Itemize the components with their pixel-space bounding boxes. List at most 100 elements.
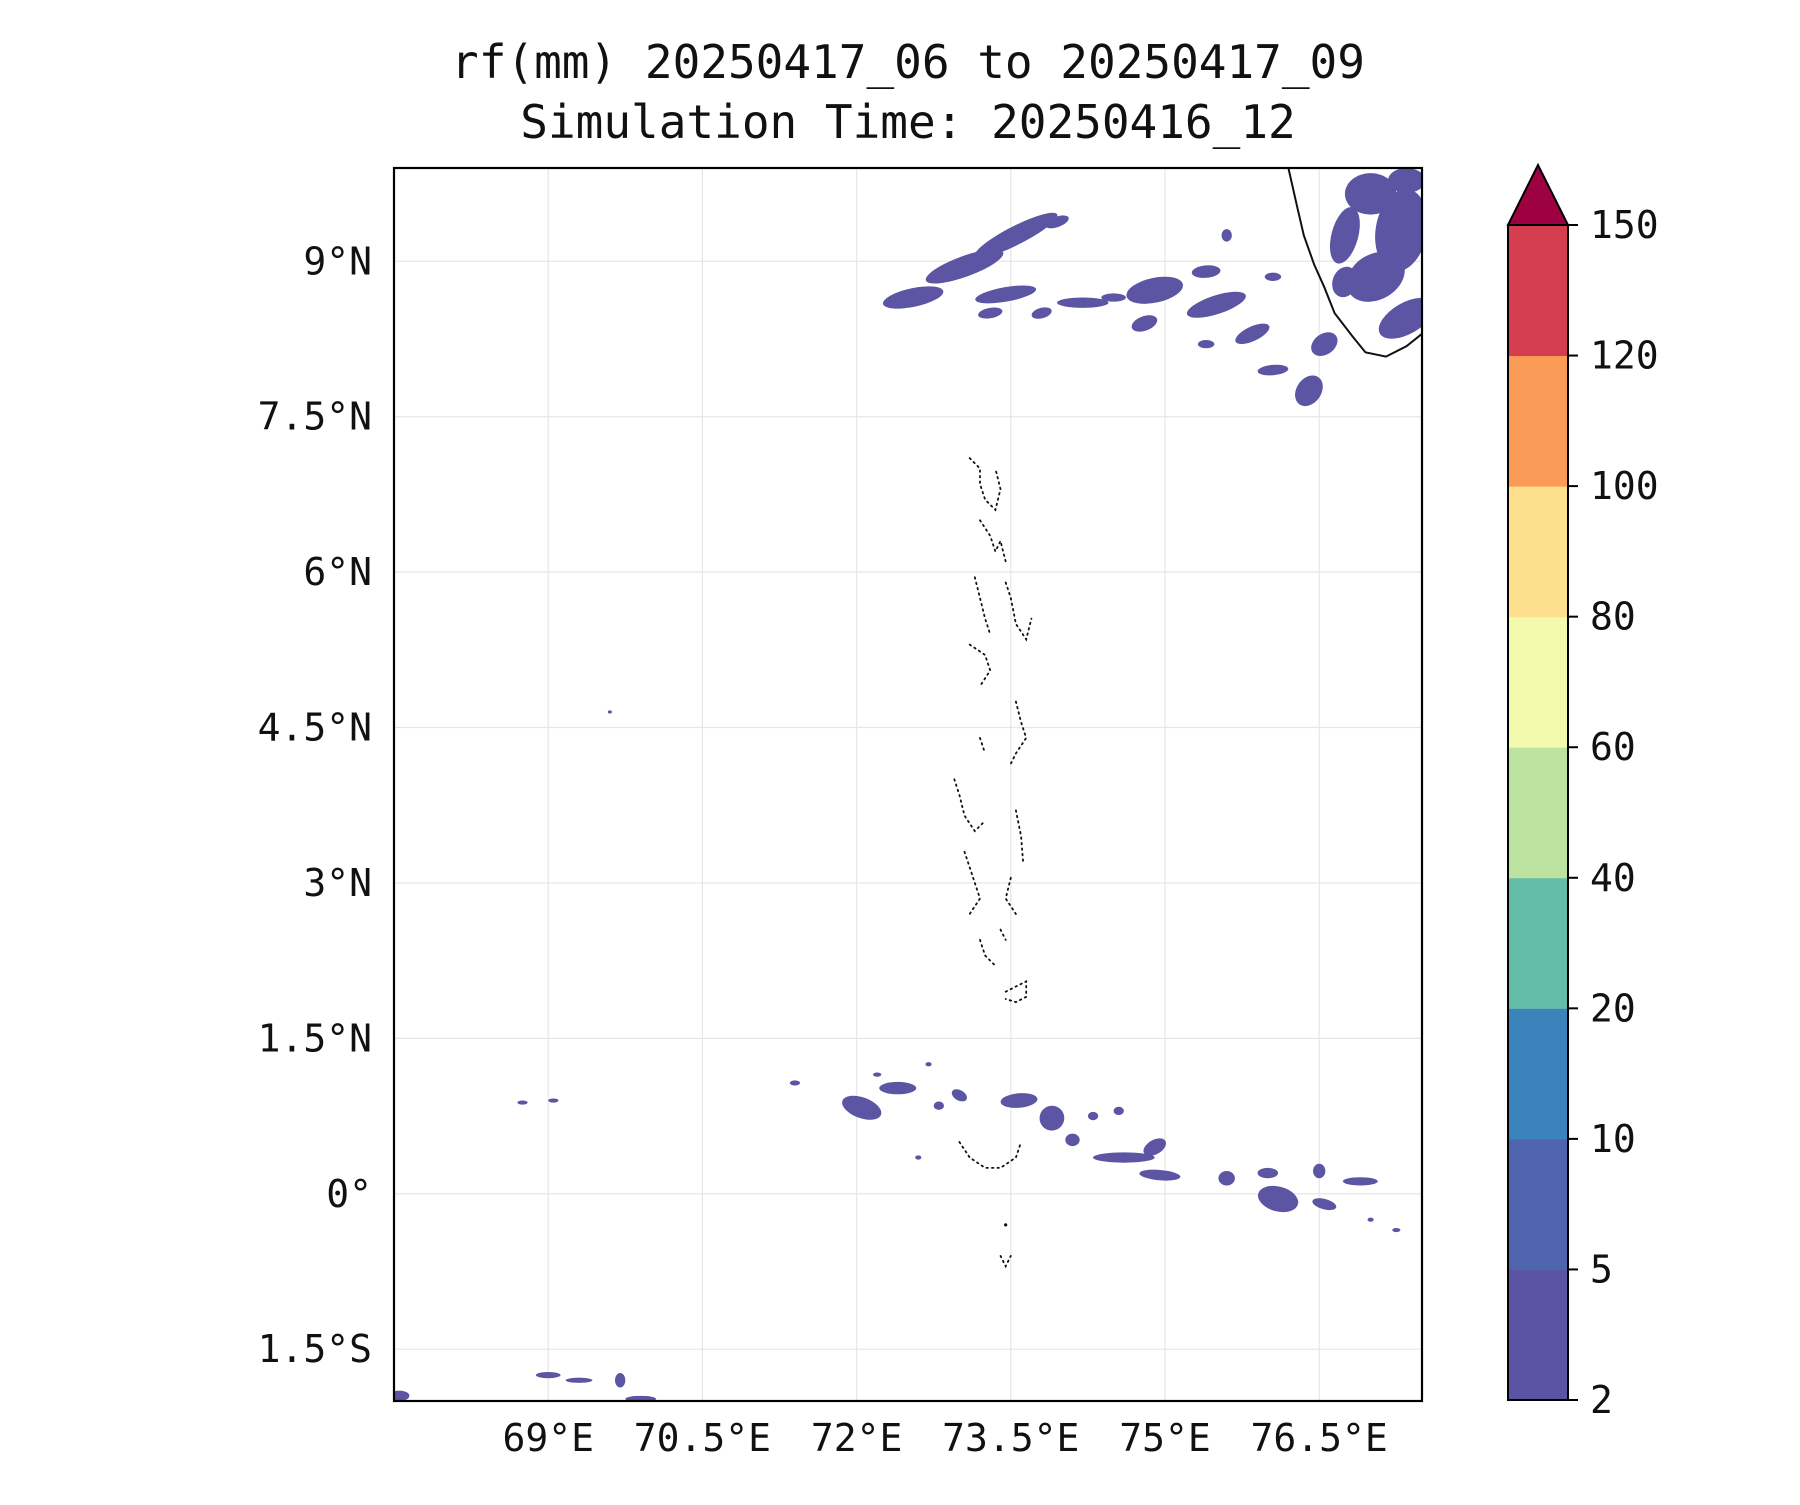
rain-cell <box>1087 1111 1099 1121</box>
rain-cell <box>1039 1105 1065 1131</box>
rain-cell <box>607 710 612 714</box>
atoll-outline <box>1004 876 1017 915</box>
atoll-outline <box>968 457 1002 512</box>
atoll-outline <box>963 850 981 915</box>
colorbar-tick-label: 80 <box>1590 595 1636 639</box>
colorbar-tick-label: 120 <box>1590 334 1659 378</box>
y-tick-label: 4.5°N <box>258 706 372 750</box>
rain-cell <box>1093 1152 1155 1163</box>
rain-cell <box>951 1089 967 1102</box>
x-tick-label: 73.5°E <box>942 1416 1079 1460</box>
colorbar-segment <box>1508 225 1568 357</box>
colorbar-extend-arrow <box>1506 162 1570 226</box>
rain-cell <box>1191 265 1221 278</box>
y-tick-label: 7.5°N <box>258 395 372 439</box>
rain-cell <box>1101 293 1126 302</box>
colorbar-segment <box>1508 1138 1568 1270</box>
rain-cell <box>915 1155 922 1160</box>
atoll-outline <box>1015 809 1024 864</box>
rain-cell <box>1186 291 1246 318</box>
rain-cell <box>517 1100 528 1105</box>
rain-cell <box>842 1095 882 1120</box>
atoll-outline <box>1009 700 1028 765</box>
atoll-outline <box>973 576 992 636</box>
gridlines <box>394 168 1422 1401</box>
atoll-outline <box>953 778 986 833</box>
coastline-layer <box>953 168 1422 1269</box>
y-tick-label: 9°N <box>303 239 372 283</box>
rain-cell <box>789 1080 801 1086</box>
rain-cell <box>1375 189 1422 272</box>
colorbar-segment <box>1508 747 1568 879</box>
rain-cell <box>1139 1169 1181 1181</box>
rain-cell <box>1332 266 1358 298</box>
rain-cell <box>873 1072 882 1077</box>
title-line-1: rf(mm) 20250417_06 to 20250417_09 <box>451 35 1365 89</box>
rain-cell <box>974 212 1058 258</box>
rain-cell <box>1031 307 1052 319</box>
colorbar-segment <box>1508 1008 1568 1140</box>
rain-cell <box>1221 229 1232 242</box>
colorbar-frame <box>1507 224 1569 1401</box>
rain-cell <box>1392 1227 1401 1233</box>
rain-cell <box>1113 1106 1124 1116</box>
rain-cell <box>548 1098 559 1103</box>
atoll-outline <box>1004 581 1033 642</box>
colorbar-segment <box>1508 486 1568 618</box>
y-tick-label: 3°N <box>303 861 372 905</box>
y-tick-label: 6°N <box>303 550 372 594</box>
atoll-outline <box>1004 979 1028 1004</box>
rain-cell <box>925 249 1004 284</box>
atoll-outline <box>958 1141 1022 1169</box>
rain-cell <box>1311 332 1338 356</box>
rain-cell <box>975 285 1037 304</box>
rain-cell <box>625 1395 657 1401</box>
rain-cell <box>1329 207 1360 264</box>
title-line-2: Simulation Time: 20250416_12 <box>520 95 1295 149</box>
rain-cell <box>1312 1198 1337 1211</box>
colorbar-tick-label: 150 <box>1590 203 1659 247</box>
colorbar-segment <box>1508 1269 1568 1401</box>
rain-cell <box>1257 364 1289 376</box>
rain-cell <box>1235 323 1270 344</box>
atoll-outline <box>979 737 986 755</box>
rain-cell <box>1218 1170 1235 1186</box>
x-tick-label: 75°E <box>1119 1416 1211 1460</box>
y-tick-label: 0° <box>326 1172 372 1216</box>
india-coastline <box>1287 168 1422 358</box>
colorbar-tick-label: 100 <box>1590 464 1659 508</box>
colorbar-tick-label: 60 <box>1590 725 1636 769</box>
atoll-outline <box>979 939 997 967</box>
rain-cell <box>565 1377 593 1383</box>
rain-cell <box>1000 1093 1038 1108</box>
rain-cell <box>1295 375 1323 407</box>
colorbar: 2 5 10 20 40 60 80 100 120 150 <box>1506 162 1659 1422</box>
atoll-outline <box>979 519 1007 563</box>
x-tick-label: 76.5°E <box>1251 1416 1388 1460</box>
rain-cell <box>978 307 1003 319</box>
rain-cell <box>1378 297 1422 339</box>
rain-cell <box>394 1390 410 1401</box>
rain-cell <box>1313 1163 1326 1179</box>
colorbar-segment <box>1508 355 1568 487</box>
atoll-outline <box>999 1255 1012 1269</box>
x-tick-label: 69°E <box>502 1416 594 1460</box>
colorbar-tick-label: 40 <box>1590 856 1636 900</box>
rain-cell <box>1065 1133 1080 1147</box>
rain-cell <box>1197 339 1215 349</box>
colorbar-segment <box>1508 616 1568 748</box>
rain-cell <box>1045 215 1069 229</box>
rain-cell <box>1388 168 1422 193</box>
x-tick-label: 72°E <box>811 1416 903 1460</box>
colorbar-segment <box>1508 877 1568 1009</box>
rainfall-layer <box>394 168 1422 1401</box>
atoll-outline <box>999 928 1007 941</box>
rain-cell <box>1344 173 1397 215</box>
rain-cell <box>1143 1138 1167 1156</box>
rain-cell <box>1257 1185 1299 1213</box>
rain-cell <box>882 286 944 309</box>
rain-cell <box>1131 315 1158 332</box>
x-tick-label: 70.5°E <box>634 1416 771 1460</box>
